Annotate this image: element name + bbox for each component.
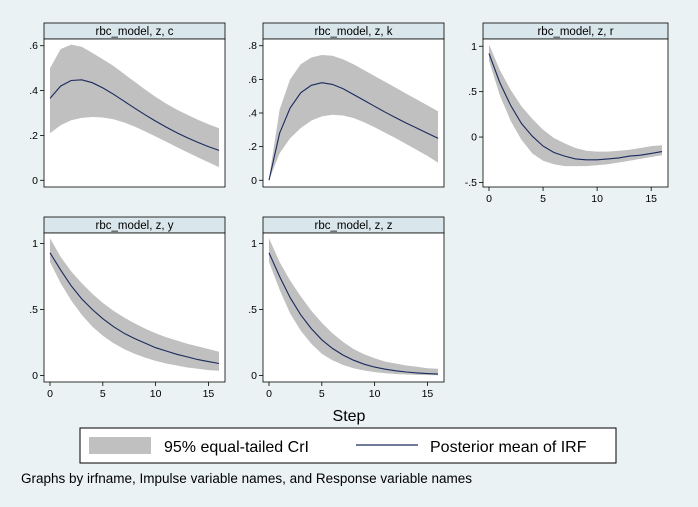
x-tick-label: 5	[100, 388, 106, 400]
y-tick-label: 0	[251, 175, 257, 187]
y-tick-label: 1	[251, 238, 257, 250]
y-tick-label: .6	[29, 40, 38, 52]
panel-title: rbc_model, z, k	[315, 26, 393, 38]
legend-band-swatch	[89, 437, 151, 454]
x-tick-label: 15	[645, 193, 657, 205]
irf-panel-5: rbc_model, z, z0.510 5 10 15	[248, 216, 445, 400]
posterior-mean-line	[49, 79, 220, 151]
posterior-mean-line	[268, 82, 439, 181]
y-tick-label: .4	[29, 85, 38, 97]
legend-band-label: 95% equal-tailed CrI	[164, 439, 309, 456]
x-tick-label: 10	[150, 388, 162, 400]
x-axis-label: Step	[333, 408, 366, 425]
posterior-mean-line	[488, 53, 663, 161]
y-tick-label: .5	[468, 86, 477, 98]
figure-note: Graphs by irfname, Impulse variable name…	[21, 471, 472, 486]
y-tick-label: .4	[248, 108, 257, 120]
y-tick-label: 1	[32, 238, 38, 250]
y-tick-label: .8	[248, 40, 257, 52]
y-tick-label: -.5	[465, 177, 477, 189]
y-tick-label: 0	[32, 370, 38, 382]
y-tick-label: 0	[471, 132, 477, 144]
x-tick-label: 10	[369, 388, 381, 400]
y-tick-label: 0	[251, 370, 257, 382]
x-tick-label: 5	[319, 388, 325, 400]
y-tick-label: .6	[248, 74, 257, 86]
x-tick-label: 0	[266, 388, 272, 400]
posterior-mean-line	[268, 252, 439, 375]
x-tick-label: 15	[203, 388, 215, 400]
y-tick-label: .2	[29, 130, 38, 142]
y-tick-label: 1	[471, 41, 477, 53]
legend: 95% equal-tailed CrI Posterior mean of I…	[79, 427, 617, 464]
y-tick-label: .5	[29, 304, 38, 316]
y-tick-label: .5	[248, 304, 257, 316]
panel-title: rbc_model, z, y	[96, 220, 174, 232]
credible-band	[50, 238, 219, 371]
posterior-mean-line	[49, 252, 220, 365]
panel-title: rbc_model, z, z	[315, 220, 393, 232]
legend-line-label: Posterior mean of IRF	[430, 439, 587, 456]
x-tick-label: 0	[486, 193, 492, 205]
x-tick-label: 5	[540, 193, 546, 205]
panel-grid: rbc_model, z, c 0 .2 .4 .6 rbc_model, z, k 0 .2…	[29, 22, 669, 400]
irf-panel-2: rbc_model, z, k 0 .2 .4 .6 .8	[248, 22, 445, 188]
x-tick-label: 15	[422, 388, 434, 400]
panel-title: rbc_model, z, r	[537, 26, 613, 38]
y-tick-label: .2	[248, 141, 257, 153]
legend-box	[79, 427, 617, 464]
panel-title: rbc_model, z, c	[96, 26, 174, 38]
credible-band	[269, 238, 438, 376]
credible-band	[269, 55, 438, 181]
x-tick-label: 0	[47, 388, 53, 400]
y-tick-label: 0	[32, 175, 38, 187]
irf-panel-1: rbc_model, z, c 0 .2 .4 .6	[29, 22, 226, 188]
irf-panel-4: rbc_model, z, y0.510 5 10 15	[29, 216, 226, 400]
irf-panel-3: rbc_model, z, r-.50.510 5 10 15	[465, 22, 669, 205]
x-tick-label: 10	[591, 193, 603, 205]
credible-band	[50, 44, 219, 168]
